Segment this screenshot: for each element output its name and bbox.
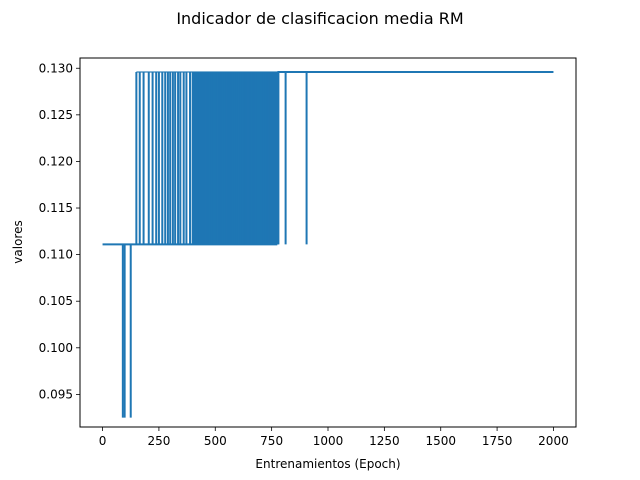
y-tick-label: 0.095 — [39, 387, 73, 401]
x-tick-label: 2000 — [538, 434, 569, 448]
chart-title: Indicador de clasificacion media RM — [176, 9, 463, 28]
x-axis: 0 250 500 750 1000 1250 1500 1750 2000 — [99, 427, 569, 448]
x-tick-label: 250 — [147, 434, 170, 448]
x-tick-label: 1500 — [425, 434, 456, 448]
x-tick-label: 1250 — [369, 434, 400, 448]
y-tick-label: 0.105 — [39, 294, 73, 308]
x-tick-label: 750 — [260, 434, 283, 448]
y-tick-label: 0.120 — [39, 154, 73, 168]
x-tick-label: 500 — [204, 434, 227, 448]
x-axis-label: Entrenamientos (Epoch) — [255, 457, 400, 471]
x-tick-label: 1000 — [313, 434, 344, 448]
y-tick-label: 0.115 — [39, 201, 73, 215]
plot-frame — [79, 57, 577, 428]
y-tick-label: 0.100 — [39, 341, 73, 355]
y-tick-label: 0.110 — [39, 248, 73, 262]
x-tick-label: 0 — [99, 434, 107, 448]
y-tick-label: 0.125 — [39, 108, 73, 122]
y-axis-label: valores — [11, 220, 25, 263]
plot-area — [102, 70, 554, 418]
x-tick-label: 1750 — [482, 434, 513, 448]
y-axis: 0.095 0.100 0.105 0.110 0.115 0.120 0.125 0.130 — [39, 61, 80, 401]
y-tick-label: 0.130 — [39, 61, 73, 75]
